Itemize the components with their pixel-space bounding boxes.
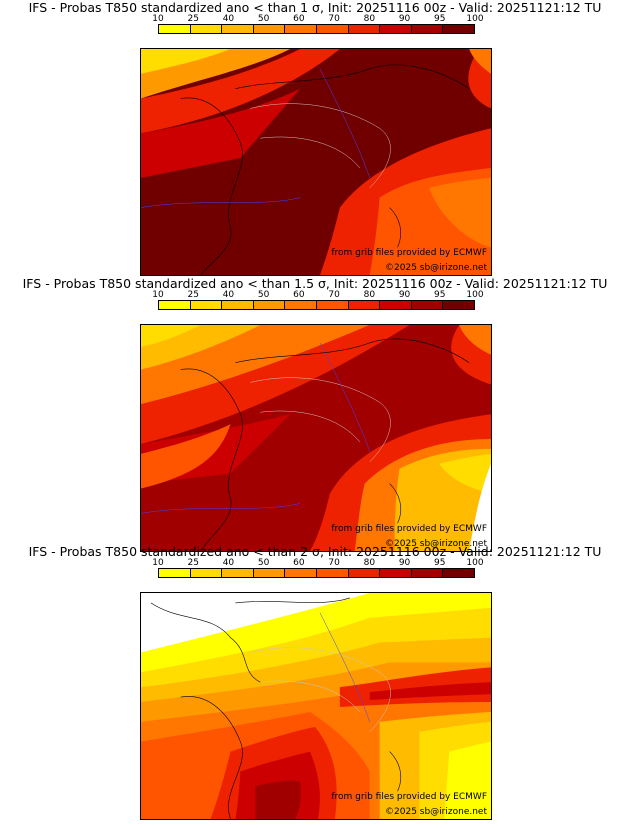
colorbar-tick-label: 25 — [187, 290, 199, 300]
colorbar-segment — [190, 25, 223, 33]
colorbar-segment — [443, 301, 474, 309]
colorbar-tick-label: 90 — [398, 558, 411, 568]
probability-map: from grib files provided by ECMWF ©2025 … — [140, 592, 492, 820]
colorbar-segment — [380, 301, 412, 309]
panel-title: IFS - Probas T850 standardized ano < tha… — [28, 544, 602, 559]
map-panel-3: IFS - Probas T850 standardized ano < tha… — [0, 544, 630, 820]
colorbar-tick-label: 10 — [152, 558, 164, 568]
colorbar-segment — [222, 569, 254, 577]
colorbar-segment — [443, 569, 474, 577]
colorbar-tick-label: 10 — [152, 14, 164, 24]
map-panel-1: IFS - Probas T850 standardized ano < tha… — [0, 0, 630, 276]
data-source-credit: from grib files provided by ECMWF — [331, 524, 487, 534]
colorbar-segment — [316, 569, 349, 577]
colorbar-segment — [222, 301, 254, 309]
colorbar-tick-label: 70 — [328, 558, 340, 568]
colorbar-segment — [411, 301, 444, 309]
colorbar-segment — [253, 301, 286, 309]
colorbar-segment — [285, 25, 317, 33]
panel-title: IFS - Probas T850 standardized ano < tha… — [28, 0, 602, 15]
colorbar-ticks: 10 25 40 50 60 70 80 90 95 100 — [152, 558, 483, 568]
colorbar-tick-label: 80 — [363, 558, 376, 568]
colorbar-segment — [190, 569, 223, 577]
probability-map: from grib files provided by ECMWF ©2025 … — [140, 48, 492, 276]
colorbar-segment — [411, 25, 444, 33]
author-credit: ©2025 sb@irizone.net — [385, 807, 487, 817]
colorbar-segment — [380, 569, 412, 577]
colorbar — [158, 300, 475, 310]
colorbar-tick-label: 70 — [328, 290, 340, 300]
data-source-credit: from grib files provided by ECMWF — [331, 248, 487, 258]
colorbar-segment — [443, 25, 474, 33]
colorbar-tick-label: 100 — [466, 558, 484, 568]
colorbar-segment — [253, 25, 286, 33]
colorbar-segment — [316, 301, 349, 309]
panel-title: IFS - Probas T850 standardized ano < tha… — [22, 276, 608, 291]
colorbar-segment — [190, 301, 223, 309]
colorbar-ticks: 10 25 40 50 60 70 80 90 95 100 — [152, 14, 483, 24]
colorbar-tick-label: 95 — [434, 290, 446, 300]
colorbar-segment — [348, 301, 381, 309]
probability-map: from grib files provided by ECMWF ©2025 … — [140, 324, 492, 552]
colorbar-segment — [222, 25, 254, 33]
colorbar-tick-label: 25 — [187, 14, 199, 24]
data-source-credit: from grib files provided by ECMWF — [331, 792, 487, 802]
colorbar-tick-label: 95 — [434, 14, 446, 24]
colorbar-tick-label: 90 — [398, 290, 411, 300]
map-panel-2: IFS - Probas T850 standardized ano < tha… — [0, 276, 630, 552]
colorbar-segment — [253, 569, 286, 577]
colorbar-tick-label: 100 — [466, 14, 484, 24]
colorbar-tick-label: 40 — [222, 290, 235, 300]
colorbar-segment — [159, 569, 191, 577]
colorbar-tick-label: 50 — [257, 14, 270, 24]
colorbar-segment — [411, 569, 444, 577]
colorbar-tick-label: 10 — [152, 290, 164, 300]
colorbar-tick-label: 80 — [363, 290, 376, 300]
colorbar-segment — [348, 25, 381, 33]
colorbar-segment — [316, 25, 349, 33]
colorbar-tick-label: 95 — [434, 558, 446, 568]
colorbar-tick-label: 25 — [187, 558, 199, 568]
colorbar-tick-label: 50 — [257, 558, 270, 568]
colorbar — [158, 568, 475, 578]
colorbar-tick-label: 90 — [398, 14, 411, 24]
colorbar-tick-label: 100 — [466, 290, 484, 300]
colorbar-segment — [285, 301, 317, 309]
author-credit: ©2025 sb@irizone.net — [385, 539, 487, 549]
colorbar-segment — [380, 25, 412, 33]
colorbar-segment — [348, 569, 381, 577]
colorbar-tick-label: 60 — [293, 290, 305, 300]
author-credit: ©2025 sb@irizone.net — [385, 263, 487, 273]
colorbar-segment — [159, 301, 191, 309]
colorbar — [158, 24, 475, 34]
colorbar-segment — [159, 25, 191, 33]
colorbar-segment — [285, 569, 317, 577]
colorbar-ticks: 10 25 40 50 60 70 80 90 95 100 — [152, 290, 483, 300]
colorbar-tick-label: 40 — [222, 14, 235, 24]
colorbar-tick-label: 40 — [222, 558, 235, 568]
colorbar-tick-label: 80 — [363, 14, 376, 24]
colorbar-tick-label: 60 — [293, 14, 305, 24]
colorbar-tick-label: 70 — [328, 14, 340, 24]
colorbar-tick-label: 50 — [257, 290, 270, 300]
colorbar-tick-label: 60 — [293, 558, 305, 568]
